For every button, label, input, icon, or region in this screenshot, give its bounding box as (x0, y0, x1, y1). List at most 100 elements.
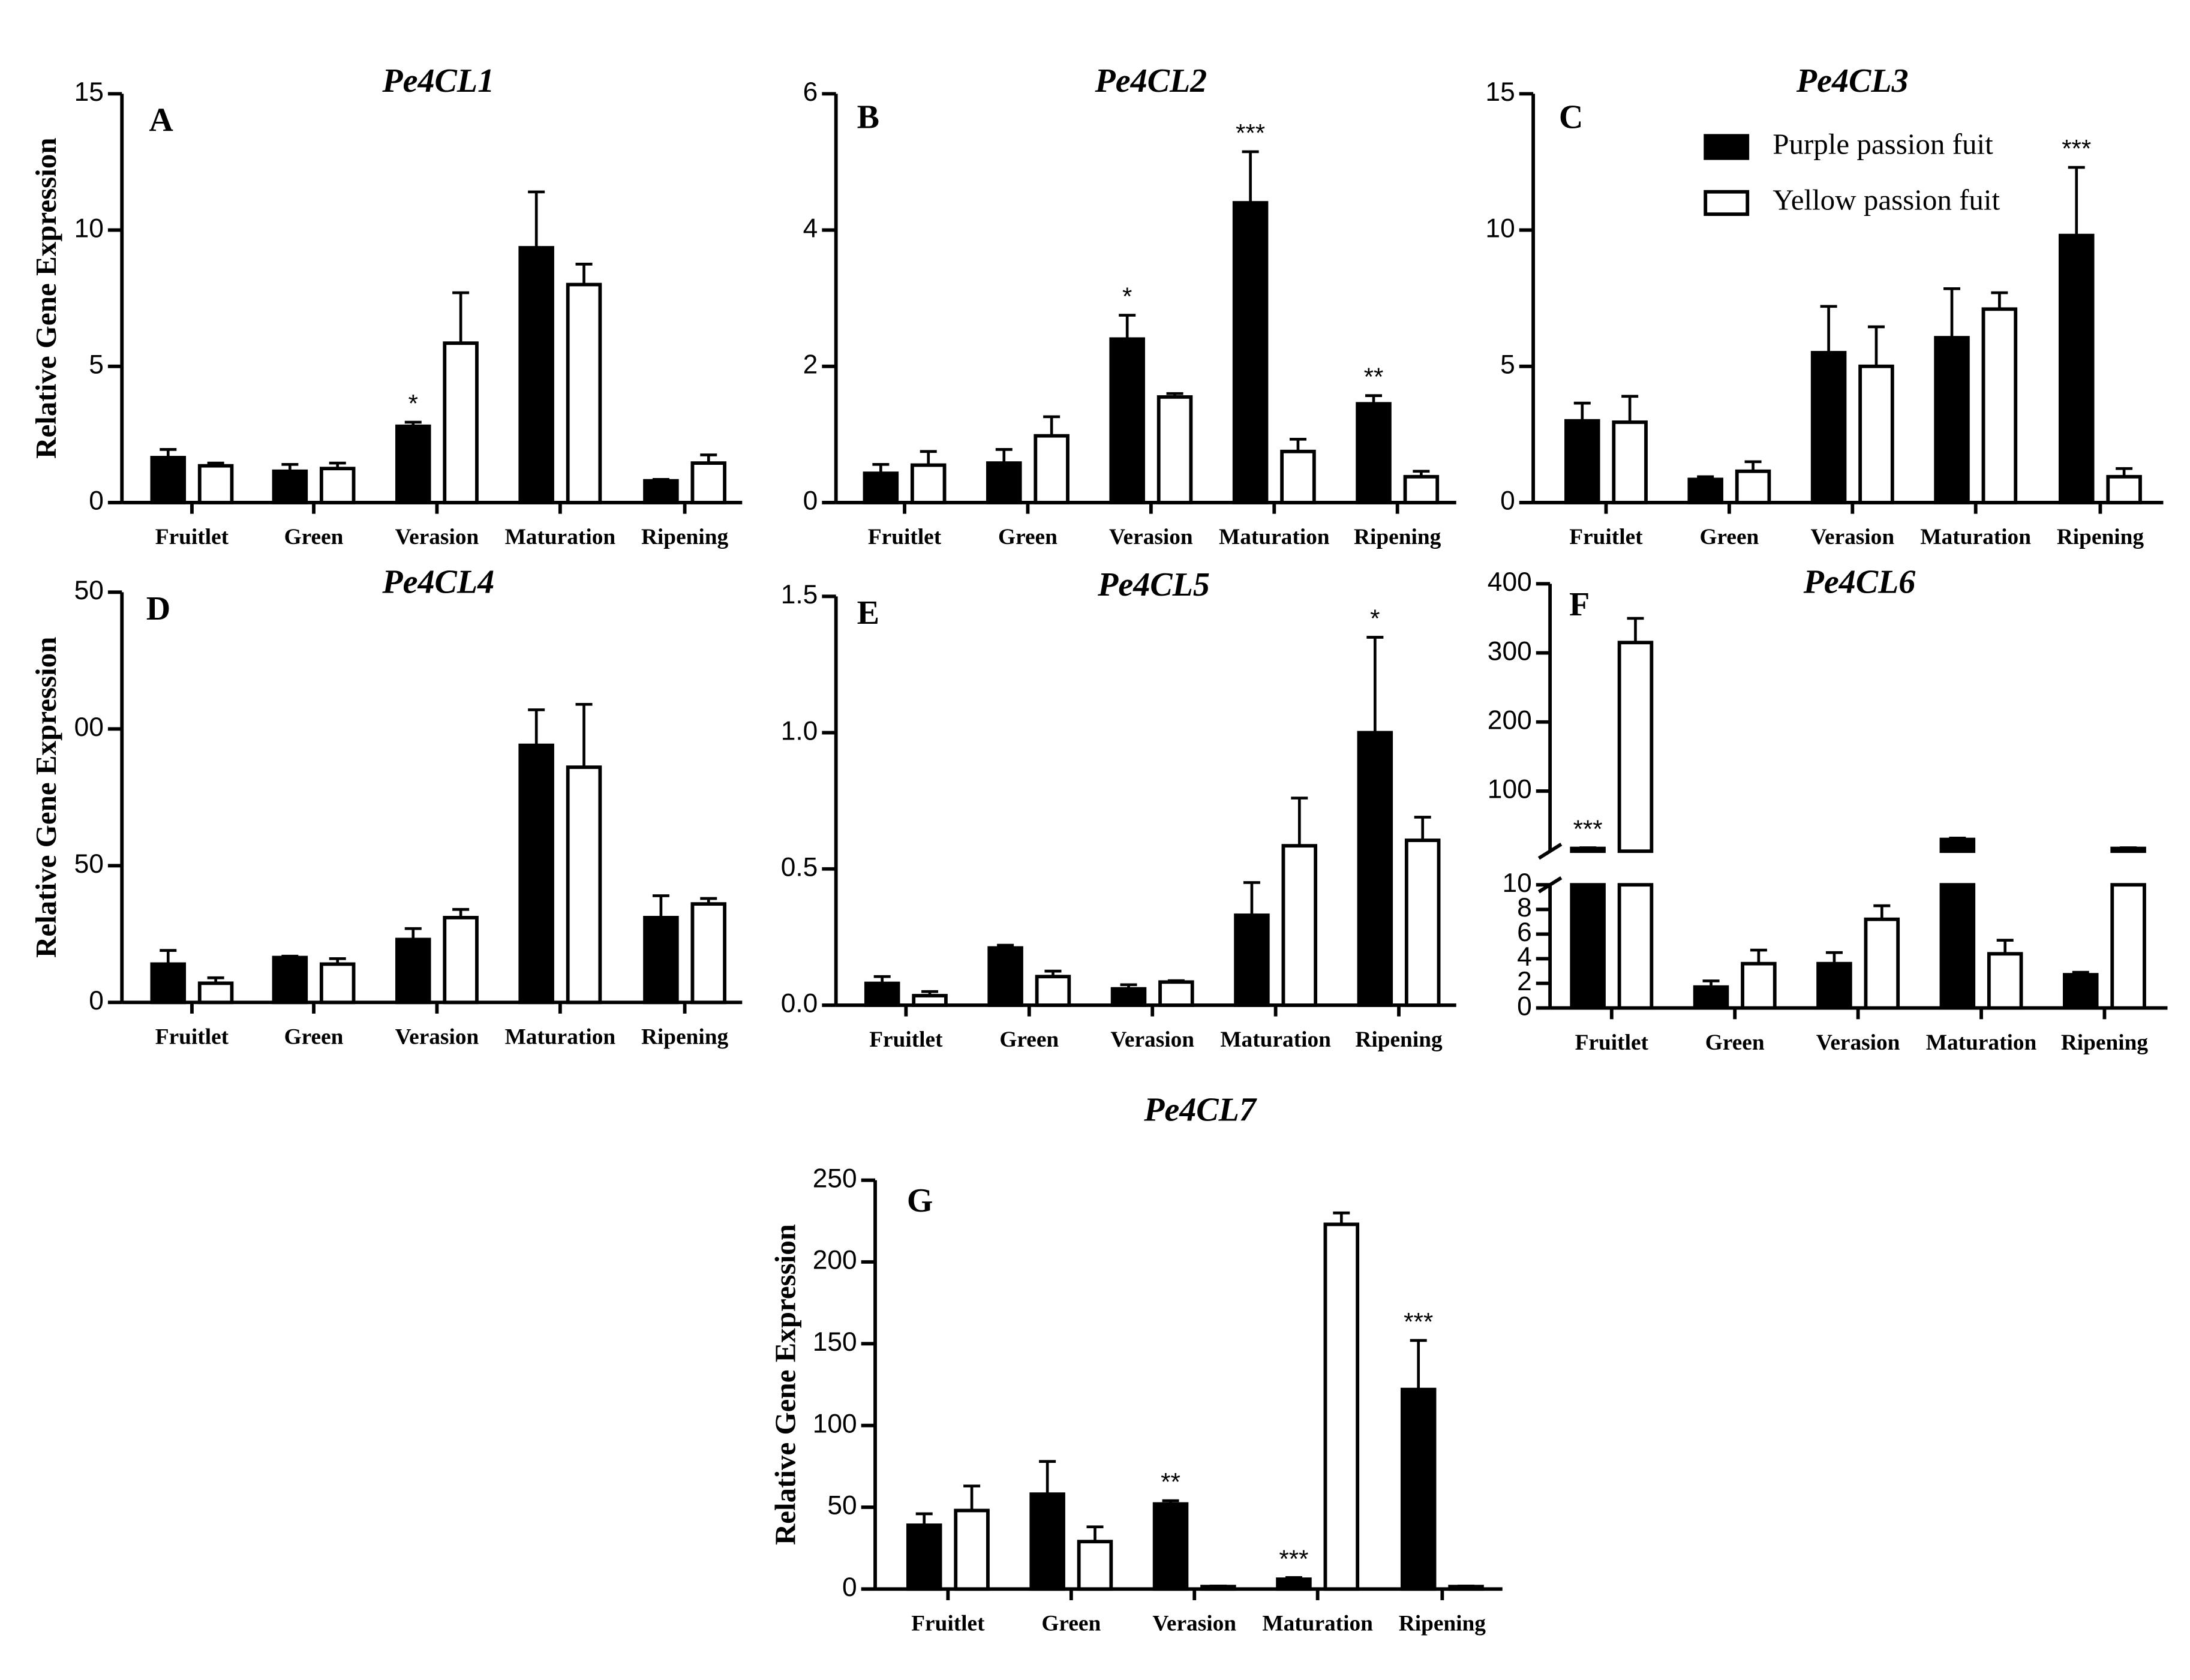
bar (1152, 1502, 1189, 1591)
bar (690, 902, 727, 1005)
x-tick-label: Ripening (1354, 525, 1441, 549)
error-bar (995, 448, 1013, 464)
x-tick-label: Maturation (1926, 1030, 2037, 1055)
bar (1403, 474, 1440, 504)
x-tick-label: Verasion (395, 1025, 479, 1050)
error-bar (1289, 437, 1306, 452)
y-tick-label: 50 (74, 849, 104, 879)
bar (1687, 477, 1723, 504)
error-bar (404, 420, 422, 426)
bar (1109, 337, 1145, 504)
bar (1035, 975, 1071, 1007)
bar (864, 981, 900, 1007)
bar (1564, 419, 1600, 504)
error-bar (1949, 836, 1966, 840)
bar (443, 341, 479, 504)
error-bar (872, 463, 890, 474)
bar (906, 1523, 942, 1591)
y-tick-label: 6 (1517, 918, 1532, 947)
panel-label: A (149, 101, 173, 139)
error-bar (1996, 939, 2014, 954)
x-tick-label: Green (1699, 525, 1759, 549)
x-tick-label: Fruitlet (1569, 525, 1643, 549)
bar (1029, 1492, 1065, 1591)
x-tick-label: Verasion (395, 525, 479, 549)
error-bar (1039, 1460, 1056, 1495)
x-tick-label: Green (284, 1025, 344, 1050)
error-bar (281, 463, 299, 471)
error-bar (652, 478, 669, 481)
axis-break (1537, 876, 1563, 894)
y-tick-label: 5 (1500, 350, 1515, 379)
error-bar (1943, 287, 1961, 338)
error-bar (915, 1512, 933, 1525)
error-bar (1413, 470, 1430, 477)
error-bar (1086, 1525, 1104, 1542)
error-bar (1702, 979, 1720, 987)
bar (272, 469, 308, 504)
error-bar (2068, 166, 2085, 236)
bar (863, 471, 899, 504)
y-tick-label: 10 (1502, 868, 1531, 898)
x-tick-label: Verasion (1109, 525, 1193, 549)
error-bar (1291, 797, 1308, 846)
bar (518, 743, 554, 1005)
y-tick-label: 4 (1517, 942, 1532, 972)
chart-title: Pe4CL5 (1097, 566, 1210, 603)
error-bar (1991, 291, 2008, 309)
error-bar (404, 927, 422, 940)
error-bar (329, 461, 346, 469)
y-tick-label: 15 (74, 77, 104, 107)
bar (566, 282, 602, 504)
legend-swatch (1704, 134, 1750, 160)
error-bar (207, 461, 224, 466)
x-tick-label: Maturation (505, 525, 616, 549)
error-bar (1242, 150, 1259, 203)
y-tick-label: 150 (813, 1327, 857, 1357)
bar (1617, 883, 1654, 1010)
bar-upper (1617, 641, 1654, 853)
error-bar (1366, 636, 1384, 733)
error-bar (160, 448, 177, 458)
error-bar (575, 702, 593, 768)
error-bar (1333, 1211, 1350, 1225)
y-tick-label: 0.5 (781, 852, 818, 882)
error-bar (1697, 475, 1714, 480)
x-tick-label: Ripening (1355, 1027, 1443, 1052)
error-bar (1873, 904, 1891, 919)
x-tick-label: Fruitlet (155, 1025, 229, 1050)
error-bar (2120, 846, 2137, 849)
y-axis-label: Relative Gene Expression (29, 637, 62, 958)
bar (643, 479, 679, 504)
error-bar (997, 943, 1014, 948)
error-bar (1166, 392, 1183, 397)
bar (150, 456, 187, 504)
bar (1864, 917, 1900, 1010)
legend-label: Purple passion fuit (1773, 127, 1993, 160)
y-tick-label: 50 (74, 576, 104, 605)
error-bar (1627, 617, 1644, 643)
error-bar (2072, 970, 2089, 975)
x-tick-label: Ripening (1399, 1612, 1486, 1636)
bar (197, 981, 234, 1005)
error-bar (452, 907, 470, 918)
bar (1404, 839, 1441, 1007)
error-bar (700, 453, 717, 464)
chart-title: Pe4CL4 (381, 564, 494, 601)
x-tick-label: Green (1705, 1030, 1765, 1055)
x-tick-label: Ripening (641, 1025, 729, 1050)
y-tick-label: 1.5 (781, 580, 818, 609)
bar (1323, 1222, 1360, 1591)
error-bar (1744, 460, 1762, 471)
bar (2062, 973, 2099, 1010)
error-bar (1867, 325, 1885, 366)
error-bar (921, 990, 939, 996)
y-tick-label: 2 (803, 350, 818, 379)
significance-label: ** (1364, 363, 1384, 391)
x-tick-label: Fruitlet (1575, 1030, 1649, 1055)
bar (1400, 1387, 1437, 1591)
bar (690, 461, 727, 504)
significance-label: *** (1279, 1544, 1308, 1573)
y-tick-label: 200 (813, 1246, 857, 1275)
bar (987, 946, 1023, 1007)
